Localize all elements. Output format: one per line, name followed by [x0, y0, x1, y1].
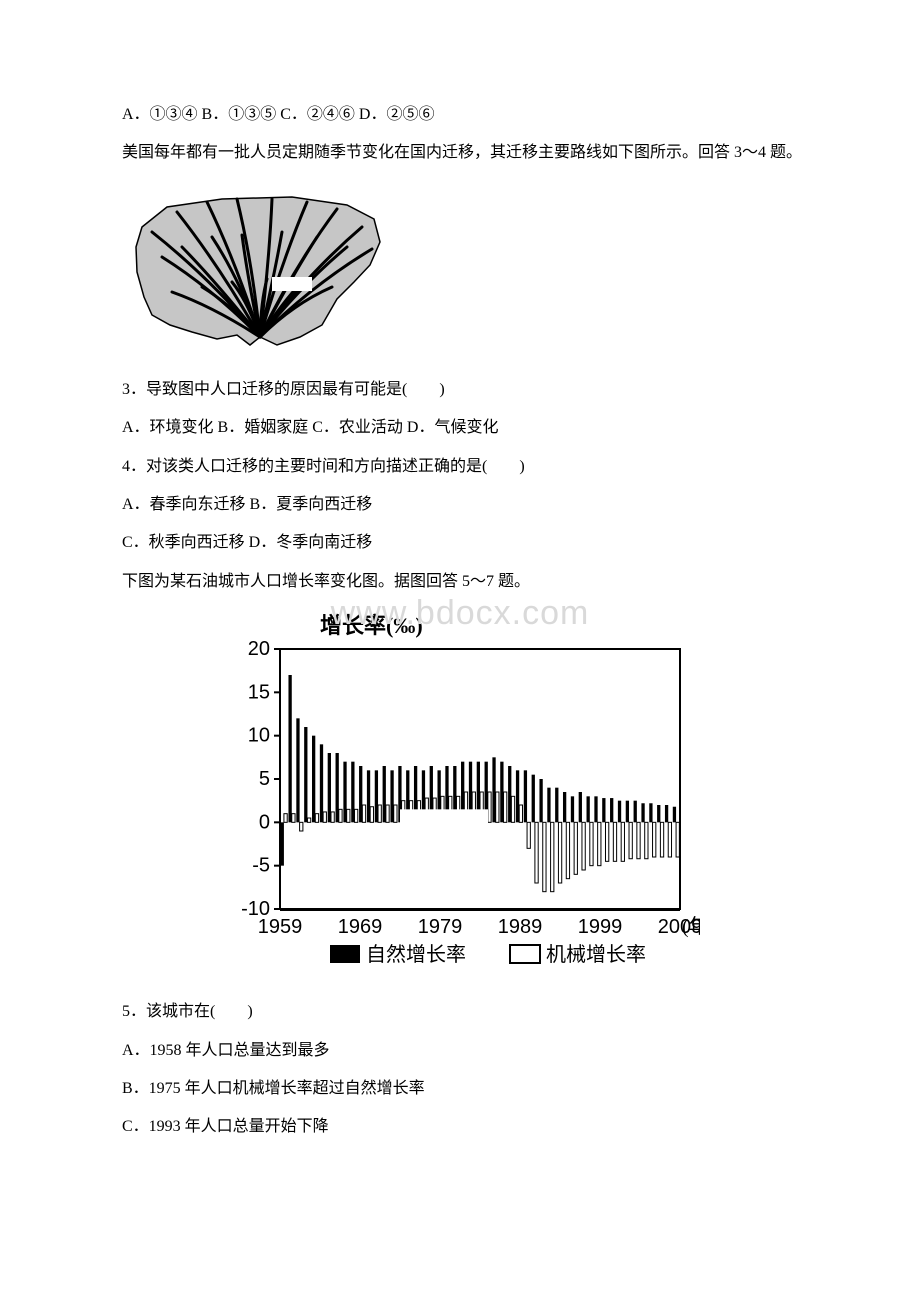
svg-text:(年): (年)	[682, 915, 700, 938]
svg-text:1989: 1989	[498, 916, 543, 938]
svg-text:1979: 1979	[418, 916, 463, 938]
q3-options: A．环境变化 B．婚姻家庭 C．农业活动 D．气候变化	[90, 413, 830, 443]
q3-stem: 3．导致图中人口迁移的原因最有可能是( )	[90, 375, 830, 405]
svg-text:1969: 1969	[338, 916, 383, 938]
us-map-figure	[122, 187, 830, 357]
svg-text:-5: -5	[252, 855, 270, 877]
q5-opt-c: C．1993 年人口总量开始下降	[90, 1112, 830, 1142]
watermark-text: www.bdocx.com	[331, 581, 590, 646]
svg-text:0: 0	[259, 811, 270, 833]
q5-stem: 5．该城市在( )	[90, 997, 830, 1027]
svg-text:1999: 1999	[578, 916, 623, 938]
q5-opt-b: B．1975 年人口机械增长率超过自然增长率	[90, 1074, 830, 1104]
q4-stem: 4．对该类人口迁移的主要时间和方向描述正确的是( )	[90, 452, 830, 482]
svg-text:10: 10	[248, 725, 270, 747]
svg-text:5: 5	[259, 768, 270, 790]
q4-options-cd: C．秋季向西迁移 D．冬季向南迁移	[90, 528, 830, 558]
svg-text:1959: 1959	[258, 916, 303, 938]
svg-text:自然增长率: 自然增长率	[366, 943, 466, 966]
intro-3-4: 美国每年都有一批人员定期随季节变化在国内迁移，其迁移主要路线如下图所示。回答 3…	[90, 138, 830, 168]
q5-opt-a: A．1958 年人口总量达到最多	[90, 1036, 830, 1066]
q4-options-ab: A．春季向东迁移 B．夏季向西迁移	[90, 490, 830, 520]
q2-options: A．①③④ B．①③⑤ C．②④⑥ D．②⑤⑥	[90, 100, 830, 130]
svg-text:15: 15	[248, 681, 270, 703]
growth-rate-chart: www.bdocx.com 增长率(‰)-10-5051015201959196…	[90, 609, 830, 979]
svg-text:20: 20	[248, 638, 270, 660]
svg-text:机械增长率: 机械增长率	[546, 943, 646, 966]
